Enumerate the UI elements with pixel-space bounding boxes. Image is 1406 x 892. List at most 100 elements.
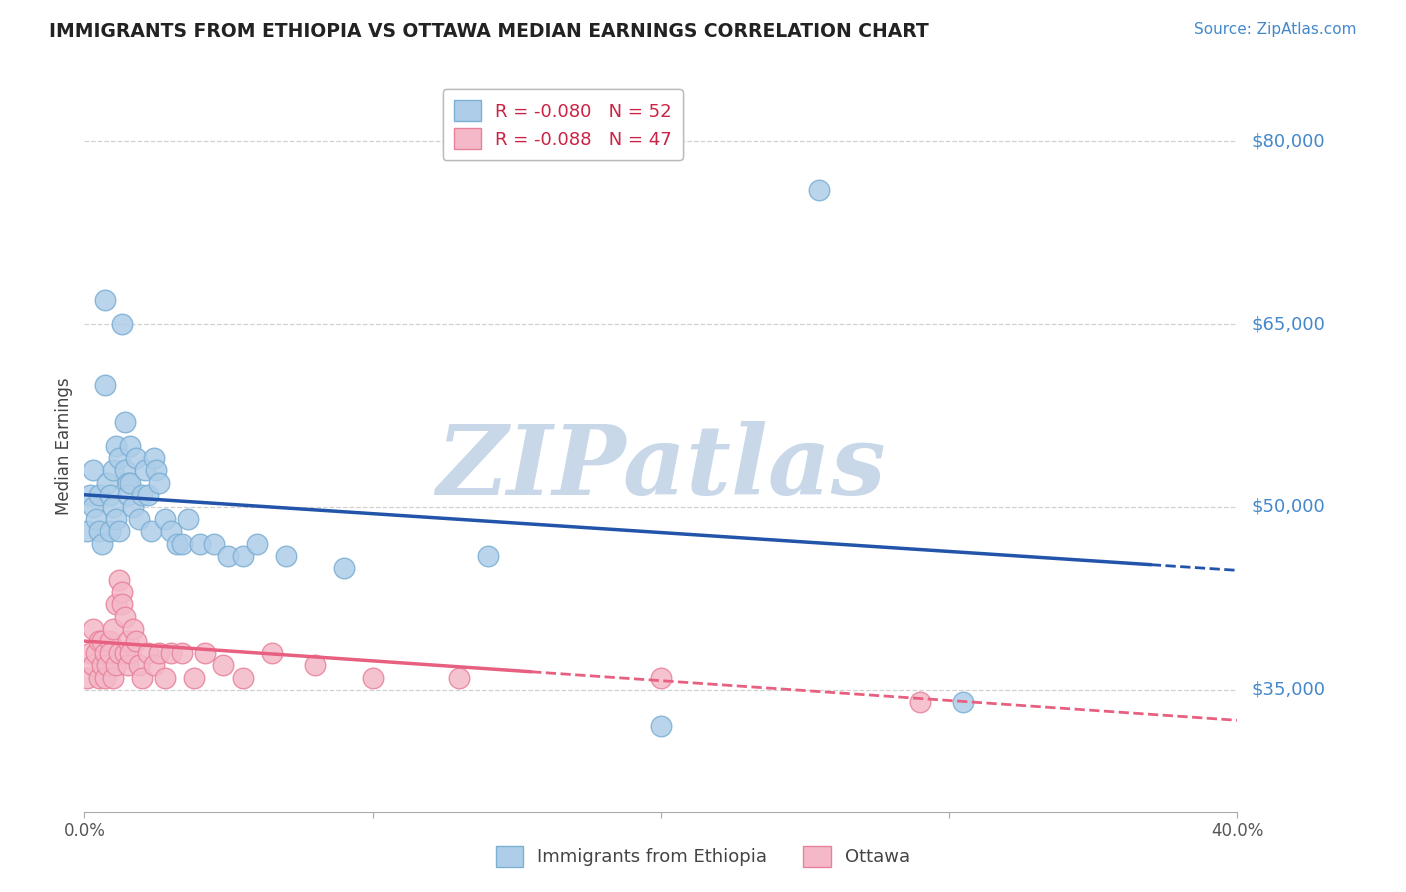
Point xyxy=(93,378,115,392)
Point xyxy=(145,463,167,477)
Point xyxy=(166,536,188,550)
Point xyxy=(114,415,136,429)
Text: ZIPatlas: ZIPatlas xyxy=(436,421,886,515)
Point xyxy=(172,536,194,550)
Text: $50,000: $50,000 xyxy=(1251,498,1326,516)
Point xyxy=(160,524,183,539)
Point xyxy=(87,634,110,648)
Point xyxy=(84,512,107,526)
Point xyxy=(108,646,131,660)
Point xyxy=(90,634,112,648)
Point xyxy=(108,451,131,466)
Point xyxy=(202,536,225,550)
Point xyxy=(477,549,499,563)
Point xyxy=(125,451,148,466)
Point xyxy=(148,646,170,660)
Point xyxy=(105,512,128,526)
Point xyxy=(183,671,205,685)
Point xyxy=(276,549,298,563)
Legend: Immigrants from Ethiopia, Ottawa: Immigrants from Ethiopia, Ottawa xyxy=(489,838,917,874)
Point xyxy=(87,488,110,502)
Point xyxy=(142,658,165,673)
Point xyxy=(103,622,124,636)
Point xyxy=(79,646,101,660)
Point xyxy=(82,658,104,673)
Point xyxy=(122,500,145,514)
Point xyxy=(910,695,932,709)
Point xyxy=(122,622,145,636)
Point xyxy=(98,646,121,660)
Point xyxy=(650,719,672,733)
Point xyxy=(93,646,115,660)
Point xyxy=(114,609,136,624)
Point xyxy=(117,658,139,673)
Point xyxy=(131,488,153,502)
Point xyxy=(114,463,136,477)
Text: $65,000: $65,000 xyxy=(1251,315,1326,333)
Point xyxy=(96,658,118,673)
Point xyxy=(84,646,107,660)
Y-axis label: Median Earnings: Median Earnings xyxy=(55,377,73,515)
Point xyxy=(114,646,136,660)
Point xyxy=(131,671,153,685)
Point xyxy=(128,658,150,673)
Point xyxy=(139,524,162,539)
Text: IMMIGRANTS FROM ETHIOPIA VS OTTAWA MEDIAN EARNINGS CORRELATION CHART: IMMIGRANTS FROM ETHIOPIA VS OTTAWA MEDIA… xyxy=(49,22,929,41)
Point xyxy=(103,500,124,514)
Point xyxy=(232,549,254,563)
Point xyxy=(87,671,110,685)
Point xyxy=(125,634,148,648)
Point xyxy=(650,671,672,685)
Point xyxy=(98,488,121,502)
Point xyxy=(82,500,104,514)
Point xyxy=(260,646,283,660)
Point xyxy=(111,317,134,331)
Point xyxy=(246,536,269,550)
Point xyxy=(117,475,139,490)
Point xyxy=(93,293,115,307)
Point xyxy=(172,646,194,660)
Point xyxy=(120,646,142,660)
Point xyxy=(177,512,200,526)
Point xyxy=(76,671,98,685)
Point xyxy=(108,573,131,587)
Point xyxy=(449,671,471,685)
Point xyxy=(105,439,128,453)
Point xyxy=(211,658,233,673)
Point xyxy=(232,671,254,685)
Point xyxy=(361,671,384,685)
Point xyxy=(111,585,134,599)
Text: $80,000: $80,000 xyxy=(1251,132,1326,150)
Point xyxy=(120,475,142,490)
Point xyxy=(333,561,356,575)
Point xyxy=(142,451,165,466)
Point xyxy=(117,488,139,502)
Point xyxy=(105,658,128,673)
Legend: R = -0.080   N = 52, R = -0.088   N = 47: R = -0.080 N = 52, R = -0.088 N = 47 xyxy=(443,89,683,160)
Point xyxy=(76,524,98,539)
Text: $35,000: $35,000 xyxy=(1251,681,1326,698)
Point xyxy=(93,671,115,685)
Point xyxy=(148,475,170,490)
Point xyxy=(103,671,124,685)
Point xyxy=(120,439,142,453)
Point xyxy=(82,622,104,636)
Point xyxy=(111,598,134,612)
Point xyxy=(103,463,124,477)
Point xyxy=(134,463,156,477)
Point xyxy=(136,646,159,660)
Point xyxy=(98,634,121,648)
Point xyxy=(82,463,104,477)
Point xyxy=(108,524,131,539)
Point xyxy=(105,598,128,612)
Point xyxy=(218,549,240,563)
Point xyxy=(153,671,176,685)
Point xyxy=(304,658,326,673)
Point xyxy=(136,488,159,502)
Point xyxy=(160,646,183,660)
Point xyxy=(87,524,110,539)
Point xyxy=(117,634,139,648)
Point xyxy=(90,536,112,550)
Point xyxy=(808,183,831,197)
Point xyxy=(128,512,150,526)
